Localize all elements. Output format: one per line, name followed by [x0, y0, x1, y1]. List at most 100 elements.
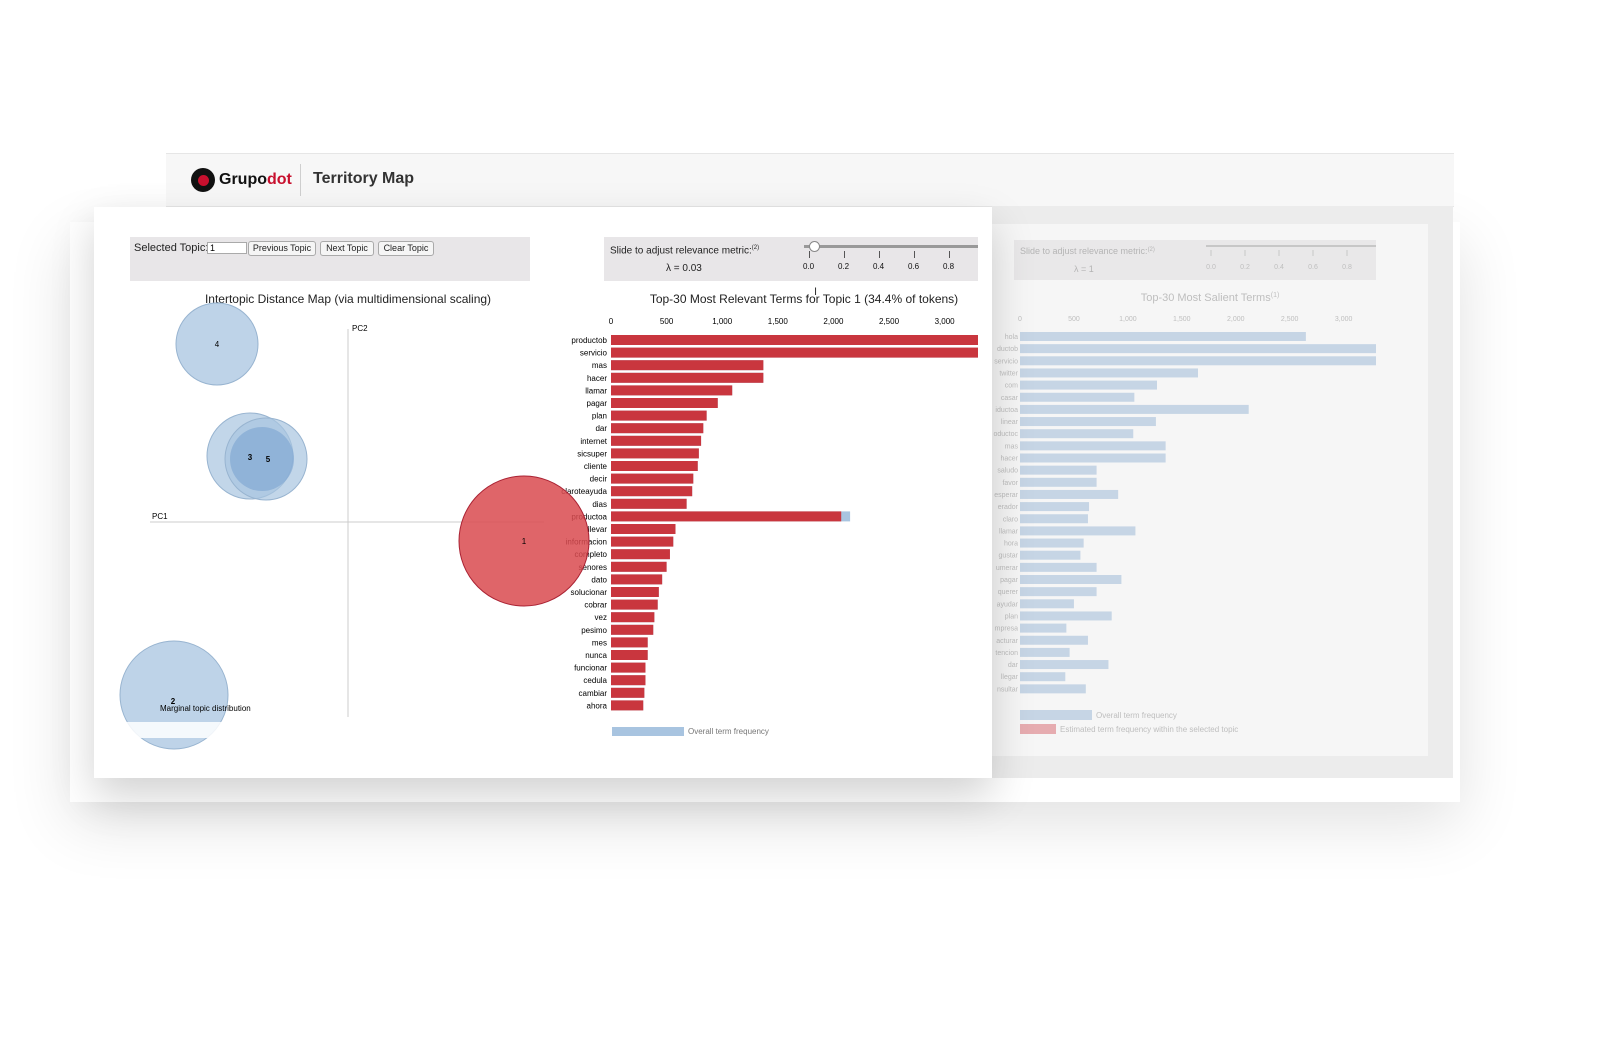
term-label[interactable]: completo [575, 550, 608, 559]
bar-chart-title: Top-30 Most Relevant Terms for Topic 1 (… [650, 292, 958, 306]
term-label[interactable]: productoa [571, 512, 607, 521]
x-tick-label: 3,000 [935, 317, 956, 326]
topic-frequency-bar[interactable] [611, 511, 842, 522]
topic-frequency-bar[interactable] [611, 473, 694, 484]
back-term-bar [1020, 684, 1086, 694]
topic-frequency-bar[interactable] [611, 574, 663, 585]
grupodot-logo[interactable]: Grupodot [191, 167, 292, 193]
term-label[interactable]: cedula [583, 676, 607, 685]
back-x-tick: 500 [1068, 316, 1080, 323]
topic-frequency-bar[interactable] [611, 624, 654, 635]
term-label[interactable]: dar [595, 424, 607, 433]
legend-overall-label: Overall term frequency [688, 727, 769, 736]
back-term-bar [1020, 392, 1135, 402]
topic-frequency-bar[interactable] [611, 549, 670, 560]
term-label[interactable]: claroteayuda [561, 487, 607, 496]
ldavis-svg: Intertopic Distance Map (via multidimens… [119, 286, 984, 759]
back-term-bar [1020, 404, 1249, 414]
topic-frequency-bar[interactable] [611, 561, 667, 572]
term-label[interactable]: hacer [587, 374, 607, 383]
back-term-label: llegar [1001, 674, 1019, 681]
topic-frequency-bar[interactable] [611, 423, 704, 434]
topic-frequency-bar[interactable] [611, 536, 674, 547]
topic-label-4: 4 [215, 340, 220, 349]
back-term-bar [1020, 477, 1097, 487]
previous-topic-button[interactable]: Previous Topic [248, 241, 316, 256]
back-term-bar [1020, 502, 1090, 512]
topic-frequency-bar[interactable] [611, 587, 659, 597]
topic-frequency-bar[interactable] [611, 347, 978, 358]
topic-frequency-bar[interactable] [611, 498, 687, 509]
back-term-bar [1020, 672, 1066, 682]
map-title: Intertopic Distance Map (via multidimens… [205, 292, 491, 306]
topic-frequency-bar[interactable] [611, 612, 655, 623]
back-legend-overall: Overall term frequency [1096, 711, 1177, 720]
relevance-slider-track[interactable] [804, 245, 978, 248]
back-term-label: hora [1004, 541, 1018, 548]
term-label[interactable]: mes [592, 638, 607, 647]
topic-frequency-bar[interactable] [611, 650, 648, 660]
term-label[interactable]: decir [590, 475, 608, 484]
slider-tick-mark [879, 251, 880, 258]
term-label[interactable]: senores [579, 563, 607, 572]
term-label[interactable]: cambiar [579, 689, 608, 698]
back-term-bar [1020, 647, 1070, 657]
back-term-label: hacer [1000, 456, 1018, 463]
term-label[interactable]: llamar [585, 386, 607, 395]
term-label[interactable]: vez [595, 613, 607, 622]
back-term-bar [1020, 623, 1067, 633]
topic-frequency-bar[interactable] [611, 372, 764, 383]
back-x-tick: 2,500 [1281, 316, 1299, 323]
ldavis-panel: Selected Topic: Previous Topic Next Topi… [94, 207, 992, 778]
topic-frequency-bar[interactable] [611, 675, 646, 686]
back-term-bar [1020, 453, 1166, 463]
back-term-label: llamar [999, 528, 1019, 535]
topic-frequency-bar[interactable] [611, 360, 764, 371]
term-label[interactable]: pesimo [581, 626, 607, 635]
topic-frequency-bar[interactable] [611, 486, 693, 497]
term-label[interactable]: llevar [588, 525, 607, 534]
topic-frequency-bar[interactable] [611, 662, 646, 673]
slider-tick-mark [809, 251, 810, 258]
topic-frequency-bar[interactable] [611, 410, 707, 421]
selected-topic-input[interactable] [207, 242, 247, 254]
term-label[interactable]: funcionar [574, 664, 607, 673]
next-topic-button[interactable]: Next Topic [320, 241, 374, 256]
term-label[interactable]: pagar [587, 399, 608, 408]
term-label[interactable]: plan [592, 412, 607, 421]
topic-frequency-bar[interactable] [611, 448, 699, 459]
term-label[interactable]: mas [592, 361, 607, 370]
topic-circle-4[interactable] [175, 302, 259, 386]
topic-frequency-bar[interactable] [611, 524, 676, 534]
term-label[interactable]: internet [580, 437, 607, 446]
term-label[interactable]: dato [591, 575, 607, 584]
topic-frequency-bar[interactable] [611, 700, 644, 711]
back-term-label: plan [1005, 613, 1018, 620]
grupodot-logo-icon [191, 168, 215, 192]
term-label[interactable]: cobrar [584, 601, 607, 610]
topic-frequency-bar[interactable] [611, 398, 718, 408]
back-slider-tick-label: 0.2 [1240, 264, 1250, 271]
term-label[interactable]: solucionar [571, 588, 608, 597]
topic-frequency-bar[interactable] [611, 335, 978, 345]
topic-circle-1[interactable] [458, 475, 590, 607]
term-label[interactable]: sicsuper [577, 449, 607, 458]
topic-frequency-bar[interactable] [611, 385, 733, 396]
topic-frequency-bar[interactable] [611, 435, 702, 446]
term-label[interactable]: cliente [584, 462, 608, 471]
relevance-slider-handle[interactable] [809, 241, 820, 252]
back-term-bar [1020, 465, 1097, 475]
back-term-bar [1020, 356, 1376, 366]
term-label[interactable]: productob [571, 336, 607, 345]
topic-frequency-bar[interactable] [611, 599, 658, 610]
topic-frequency-bar[interactable] [611, 687, 645, 698]
slider-tick-label: 0.8 [943, 262, 955, 271]
topic-frequency-bar[interactable] [611, 461, 698, 471]
term-label[interactable]: nunca [585, 651, 607, 660]
back-term-label: favor [1002, 480, 1018, 487]
clear-topic-button[interactable]: Clear Topic [378, 241, 434, 256]
term-label[interactable]: servicio [580, 349, 608, 358]
term-label[interactable]: ahora [587, 701, 608, 710]
topic-frequency-bar[interactable] [611, 637, 648, 648]
term-label[interactable]: dias [592, 500, 607, 509]
